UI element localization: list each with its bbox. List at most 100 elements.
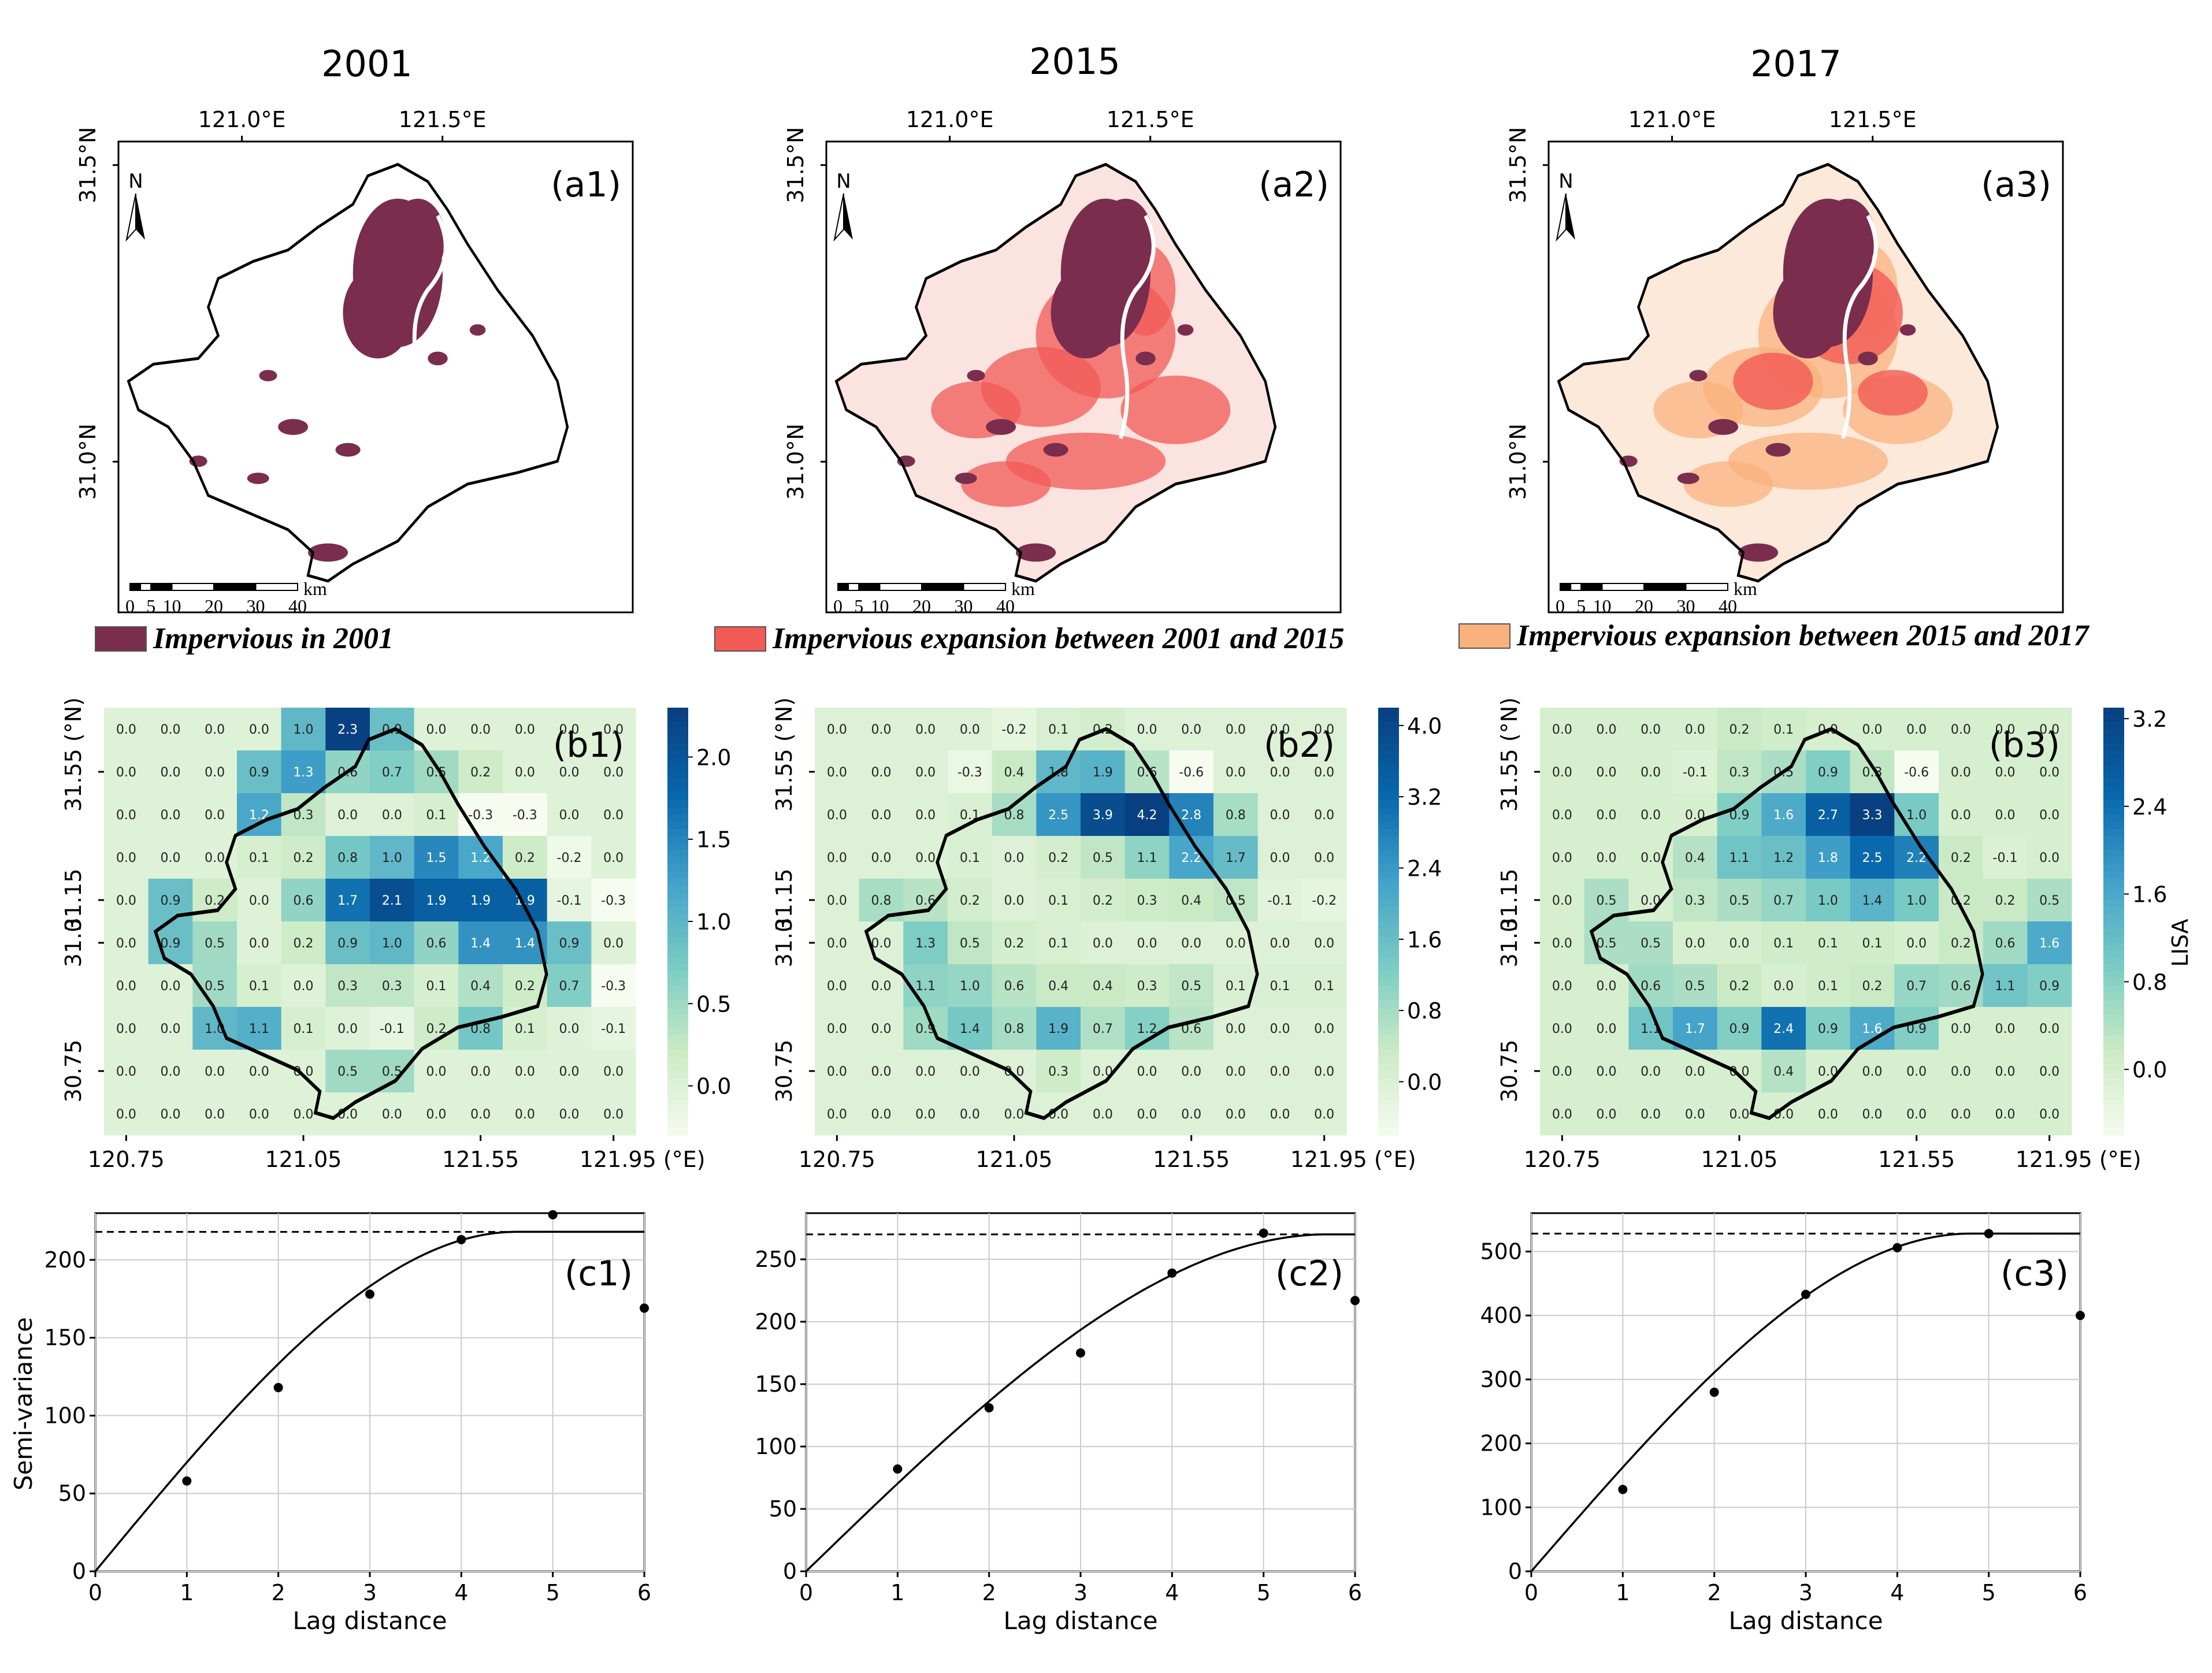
colorbar-step bbox=[1378, 1042, 1399, 1050]
heatmap-cell-label: 0.0 bbox=[1951, 1065, 1971, 1079]
x-tick-label: 4 bbox=[1165, 1580, 1179, 1605]
colorbar-step bbox=[2103, 928, 2124, 936]
heatmap-cell bbox=[503, 879, 548, 922]
colorbar-step bbox=[2103, 1028, 2124, 1036]
colorbar-step bbox=[2103, 1064, 2124, 1072]
heatmap-cell bbox=[992, 879, 1037, 922]
heatmap-cell-label: 0.0 bbox=[827, 979, 847, 994]
heatmap-cell-label: 0.0 bbox=[205, 723, 225, 737]
colorbar-step bbox=[1378, 1021, 1399, 1029]
heatmap-cell-label: 1.0 bbox=[382, 936, 402, 951]
scale-bar-segment bbox=[129, 583, 142, 591]
heatmap-cell-label: 0.0 bbox=[161, 851, 181, 865]
heatmap-cell bbox=[1717, 836, 1762, 879]
heatmap-cell-label: 1.0 bbox=[1906, 894, 1927, 908]
heatmap-cell bbox=[1081, 879, 1126, 922]
legend-swatch-2015 bbox=[714, 626, 766, 652]
heatmap-cell-label: 2.2 bbox=[1181, 851, 1201, 865]
colorbar-step bbox=[1378, 715, 1399, 723]
heatmap-cell bbox=[281, 750, 326, 794]
heatmap-cell-label: 0.2 bbox=[1951, 851, 1971, 865]
colorbar-step bbox=[1378, 786, 1399, 794]
x-axis-label: Lag distance bbox=[292, 1607, 447, 1635]
y-tick-label: 0 bbox=[1508, 1559, 1522, 1584]
x-tick-label: 4 bbox=[1890, 1580, 1904, 1605]
y-tick-label: 100 bbox=[1480, 1494, 1522, 1520]
colorbar-step bbox=[2103, 978, 2124, 986]
y-tick-label: 31.55 (°N) bbox=[61, 697, 86, 812]
heatmap-cell bbox=[1036, 964, 1081, 1007]
colorbar-tick-label: 0.8 bbox=[1407, 998, 1442, 1024]
heatmap-cell-label: 0.0 bbox=[1181, 723, 1201, 737]
heatmap-cell-label: 1.0 bbox=[1906, 808, 1927, 823]
heatmap-cell-label: 1.6 bbox=[1862, 1022, 1883, 1036]
heatmap-cell-label: 0.5 bbox=[2039, 894, 2059, 908]
heatmap-cell bbox=[325, 879, 370, 922]
heatmap-cell-label: 0.0 bbox=[1906, 1065, 1927, 1079]
colorbar-step bbox=[2103, 807, 2124, 815]
impervious-patch bbox=[1677, 473, 1699, 484]
heatmap-cell-label: 0.3 bbox=[1137, 979, 1157, 994]
colorbar-step bbox=[2103, 729, 2124, 737]
scale-bar-segment bbox=[1560, 583, 1572, 591]
heatmap-cell-label: 0.0 bbox=[827, 851, 847, 865]
colorbar-tick-label: 1.6 bbox=[2132, 882, 2167, 908]
heatmap-cell bbox=[458, 1007, 503, 1050]
heatmap-cell bbox=[815, 921, 860, 965]
heatmap-cell-label: 0.5 bbox=[1597, 894, 1617, 908]
colorbar-step bbox=[667, 921, 688, 930]
colorbar-step bbox=[667, 950, 688, 958]
colorbar-step bbox=[667, 843, 688, 851]
heatmap-cell bbox=[1169, 921, 1214, 965]
colorbar-step bbox=[1378, 1078, 1399, 1086]
heatmap-cell-label: 0.1 bbox=[426, 979, 447, 994]
heatmap-cell-label: 0.0 bbox=[915, 1107, 936, 1122]
heatmap-cell bbox=[1584, 793, 1629, 836]
heatmap-cell-label: 0.0 bbox=[559, 1065, 580, 1079]
data-point bbox=[273, 1382, 283, 1392]
y-tick-label: 500 bbox=[1480, 1239, 1522, 1264]
heatmap-cell bbox=[1806, 793, 1851, 836]
heatmap-cell bbox=[192, 750, 237, 794]
heatmap-cell-label: 0.2 bbox=[1729, 723, 1750, 737]
heatmap-1: 0.0 0.0 0.0 0.0 1.0 2.3 0.9 0.0 0.0 0.0 0.0 0.0 0.0 0… bbox=[61, 697, 731, 1172]
river bbox=[1841, 214, 1878, 440]
heatmap-cell bbox=[547, 1092, 592, 1136]
colorbar-step bbox=[667, 1128, 688, 1136]
impervious-patch bbox=[1689, 370, 1708, 382]
scale-label: 0 bbox=[1556, 596, 1565, 616]
study-area bbox=[836, 165, 1275, 581]
scale-label: 20 bbox=[205, 596, 223, 616]
colorbar-step bbox=[667, 1014, 688, 1022]
heatmap-cell-label: -0.1 bbox=[1683, 765, 1708, 780]
colorbar-step bbox=[1378, 722, 1399, 730]
scale-bar-segment bbox=[1643, 583, 1687, 591]
heatmap-cell-label: 0.0 bbox=[116, 1065, 136, 1079]
scale-bar-segment bbox=[1570, 583, 1582, 591]
heatmap-cell-label: 0.0 bbox=[603, 1107, 623, 1122]
lat-tick-label: 31.0°N bbox=[783, 423, 808, 500]
heatmap-cell-label: 0.0 bbox=[1597, 723, 1617, 737]
heatmap-cell-label: 0.0 bbox=[1951, 765, 1971, 780]
heatmap-cell-label: 0.4 bbox=[470, 979, 491, 994]
colorbar-step bbox=[667, 757, 688, 765]
scale-bar-segment bbox=[150, 583, 173, 591]
x-tick-label: 2 bbox=[982, 1580, 996, 1605]
colorbar-step bbox=[667, 1064, 688, 1072]
heatmap-cell-label: 0.0 bbox=[1906, 1107, 1927, 1122]
heatmap-cell bbox=[281, 964, 326, 1007]
heatmap-cell bbox=[1850, 1050, 1895, 1093]
scale-bar-segment bbox=[858, 583, 881, 591]
colorbar-step bbox=[1378, 871, 1399, 879]
heatmap-cell-label: 0.8 bbox=[337, 851, 358, 865]
heatmap-cell-label: 0.0 bbox=[871, 936, 892, 951]
heatmap-cell-label: 0.0 bbox=[1552, 894, 1572, 908]
heatmap-cell-label: 0.0 bbox=[1552, 723, 1572, 737]
heatmap-cell bbox=[859, 793, 904, 836]
y-tick-label: 31.55 (°N) bbox=[771, 697, 797, 812]
heatmap-cell bbox=[414, 879, 459, 922]
scale-label: 0 bbox=[125, 596, 135, 616]
heatmap-cell bbox=[1213, 1050, 1259, 1093]
heatmap-cell bbox=[992, 921, 1037, 965]
impervious-patch bbox=[1773, 267, 1843, 359]
